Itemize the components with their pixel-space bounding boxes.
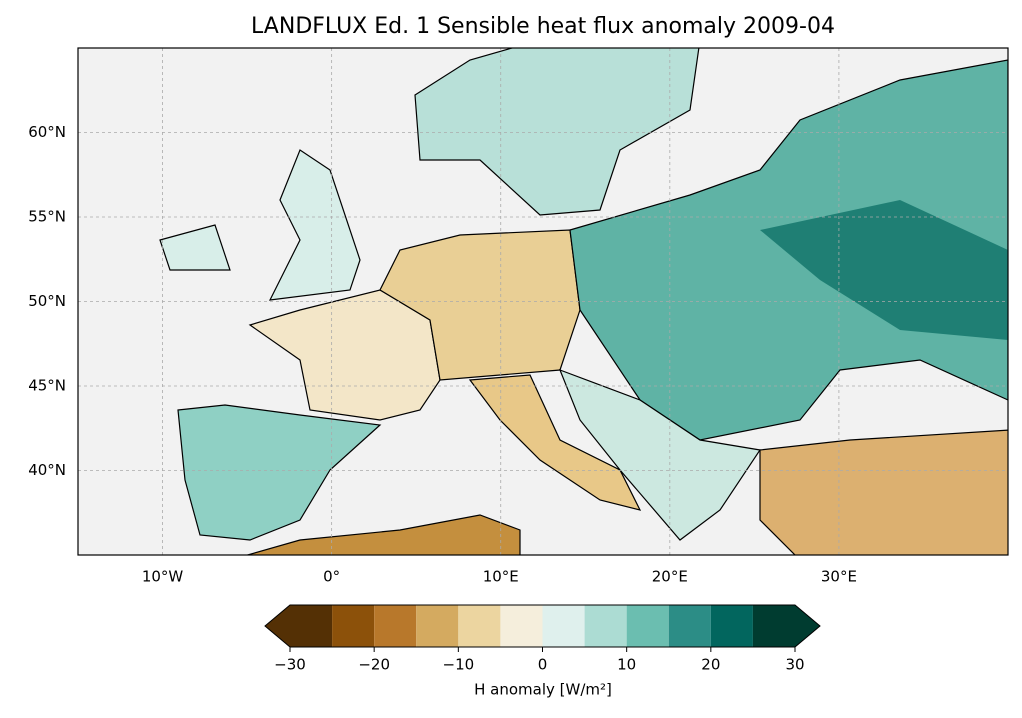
colorbar-bin [416, 605, 459, 647]
y-tick-label: 60°N [28, 123, 66, 141]
map-frame [77, 47, 1009, 556]
colorbar-tick-label: −20 [358, 656, 390, 674]
x-tick-label: 10°W [142, 568, 184, 586]
colorbar-tick-label: −10 [443, 656, 475, 674]
colorbar-tick-label: −30 [274, 656, 306, 674]
colorbar-bin [374, 605, 417, 647]
colorbar-bin [668, 605, 711, 647]
land [159, 48, 1008, 555]
y-tick-label: 40°N [28, 461, 66, 479]
colorbar-bin [752, 605, 795, 647]
colorbar-label: H anomaly [W/m²] [474, 681, 612, 699]
colorbar-extend-low [265, 605, 290, 647]
colorbar-extend-high [795, 605, 820, 647]
x-tick-label: 10°E [483, 568, 519, 586]
colorbar-bin [542, 605, 585, 647]
colorbar-tick-label: 10 [617, 656, 636, 674]
colorbar-tick-label: 30 [785, 656, 804, 674]
x-tick-label: 0° [323, 568, 340, 586]
land-region [268, 149, 361, 301]
x-tick-label: 30°E [821, 568, 857, 586]
colorbar-tick-label: 0 [538, 656, 548, 674]
colorbar-bin [584, 605, 627, 647]
land-region [414, 48, 700, 216]
colorbar-tick-label: 20 [701, 656, 720, 674]
colorbar-bin [710, 605, 753, 647]
y-tick-label: 45°N [28, 377, 66, 395]
colorbar-bin [626, 605, 669, 647]
colorbar-bin [458, 605, 501, 647]
land-region [159, 224, 231, 271]
land-region [760, 200, 1008, 340]
y-tick-label: 55°N [28, 208, 66, 226]
land-region [245, 514, 521, 555]
colorbar-bin [290, 605, 333, 647]
y-tick-label: 50°N [28, 292, 66, 310]
land-region [248, 289, 441, 421]
land-region [759, 429, 1008, 555]
x-tick-label: 20°E [652, 568, 688, 586]
grid [78, 48, 1008, 555]
colorbar-bin [500, 605, 543, 647]
land-region [558, 368, 762, 541]
land-region [468, 374, 642, 511]
map-title: LANDFLUX Ed. 1 Sensible heat flux anomal… [251, 14, 835, 39]
colorbar-bin [332, 605, 375, 647]
land-region [177, 404, 382, 541]
